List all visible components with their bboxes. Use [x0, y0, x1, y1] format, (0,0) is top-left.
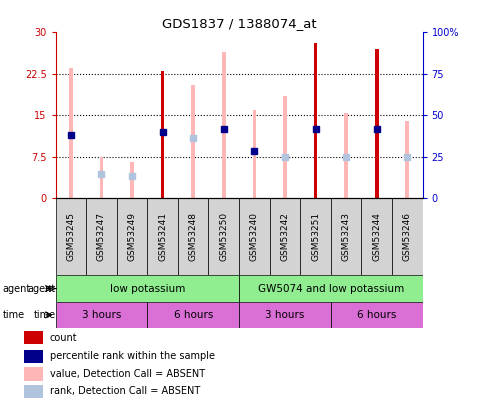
Bar	[314, 43, 317, 198]
Bar	[331, 198, 361, 275]
Text: GSM53247: GSM53247	[97, 213, 106, 261]
Bar	[99, 157, 103, 198]
Text: agent: agent	[2, 284, 30, 294]
Text: 3 hours: 3 hours	[82, 310, 121, 320]
Text: value, Detection Call = ABSENT: value, Detection Call = ABSENT	[50, 369, 205, 379]
Bar	[239, 302, 331, 328]
Bar	[375, 49, 379, 198]
Bar	[161, 71, 164, 198]
Bar	[147, 302, 239, 328]
Bar	[222, 52, 226, 198]
Bar	[406, 121, 409, 198]
Bar	[24, 331, 43, 344]
Text: GSM53248: GSM53248	[189, 213, 198, 261]
Bar	[239, 275, 423, 302]
Text: GSM53245: GSM53245	[66, 213, 75, 261]
Bar	[56, 198, 86, 275]
Text: GW5074 and low potassium: GW5074 and low potassium	[258, 284, 404, 294]
Text: 6 hours: 6 hours	[357, 310, 397, 320]
Text: GSM53251: GSM53251	[311, 212, 320, 262]
Text: GSM53246: GSM53246	[403, 213, 412, 261]
Text: GSM53249: GSM53249	[128, 213, 137, 261]
Text: GSM53250: GSM53250	[219, 212, 228, 262]
Bar	[239, 198, 270, 275]
Text: GSM53243: GSM53243	[341, 213, 351, 261]
Bar	[344, 113, 348, 198]
Bar	[191, 85, 195, 198]
Bar	[209, 198, 239, 275]
Title: GDS1837 / 1388074_at: GDS1837 / 1388074_at	[162, 17, 316, 30]
Text: time: time	[33, 310, 56, 320]
Text: time: time	[2, 310, 25, 320]
Bar	[24, 385, 43, 398]
Bar	[361, 198, 392, 275]
Text: GSM53240: GSM53240	[250, 213, 259, 261]
Bar	[392, 198, 423, 275]
Text: percentile rank within the sample: percentile rank within the sample	[50, 352, 215, 362]
Bar	[283, 96, 287, 198]
Text: 6 hours: 6 hours	[173, 310, 213, 320]
Text: GSM53241: GSM53241	[158, 213, 167, 261]
Text: GSM53244: GSM53244	[372, 213, 381, 261]
Bar	[314, 43, 317, 198]
Text: GSM53242: GSM53242	[281, 213, 289, 261]
Bar	[178, 198, 209, 275]
Bar	[130, 162, 134, 198]
Text: rank, Detection Call = ABSENT: rank, Detection Call = ABSENT	[50, 386, 200, 396]
Bar	[24, 350, 43, 363]
Bar	[161, 71, 164, 198]
Bar	[69, 68, 72, 198]
Bar	[24, 367, 43, 381]
Text: 3 hours: 3 hours	[265, 310, 305, 320]
Bar	[86, 198, 117, 275]
Bar	[117, 198, 147, 275]
Bar	[56, 275, 239, 302]
Bar	[375, 49, 379, 198]
Bar	[331, 302, 423, 328]
Bar	[300, 198, 331, 275]
Text: count: count	[50, 333, 77, 343]
Bar	[56, 302, 147, 328]
Bar	[147, 198, 178, 275]
Text: agent: agent	[28, 284, 56, 294]
Bar	[270, 198, 300, 275]
Bar	[253, 110, 256, 198]
Text: low potassium: low potassium	[110, 284, 185, 294]
